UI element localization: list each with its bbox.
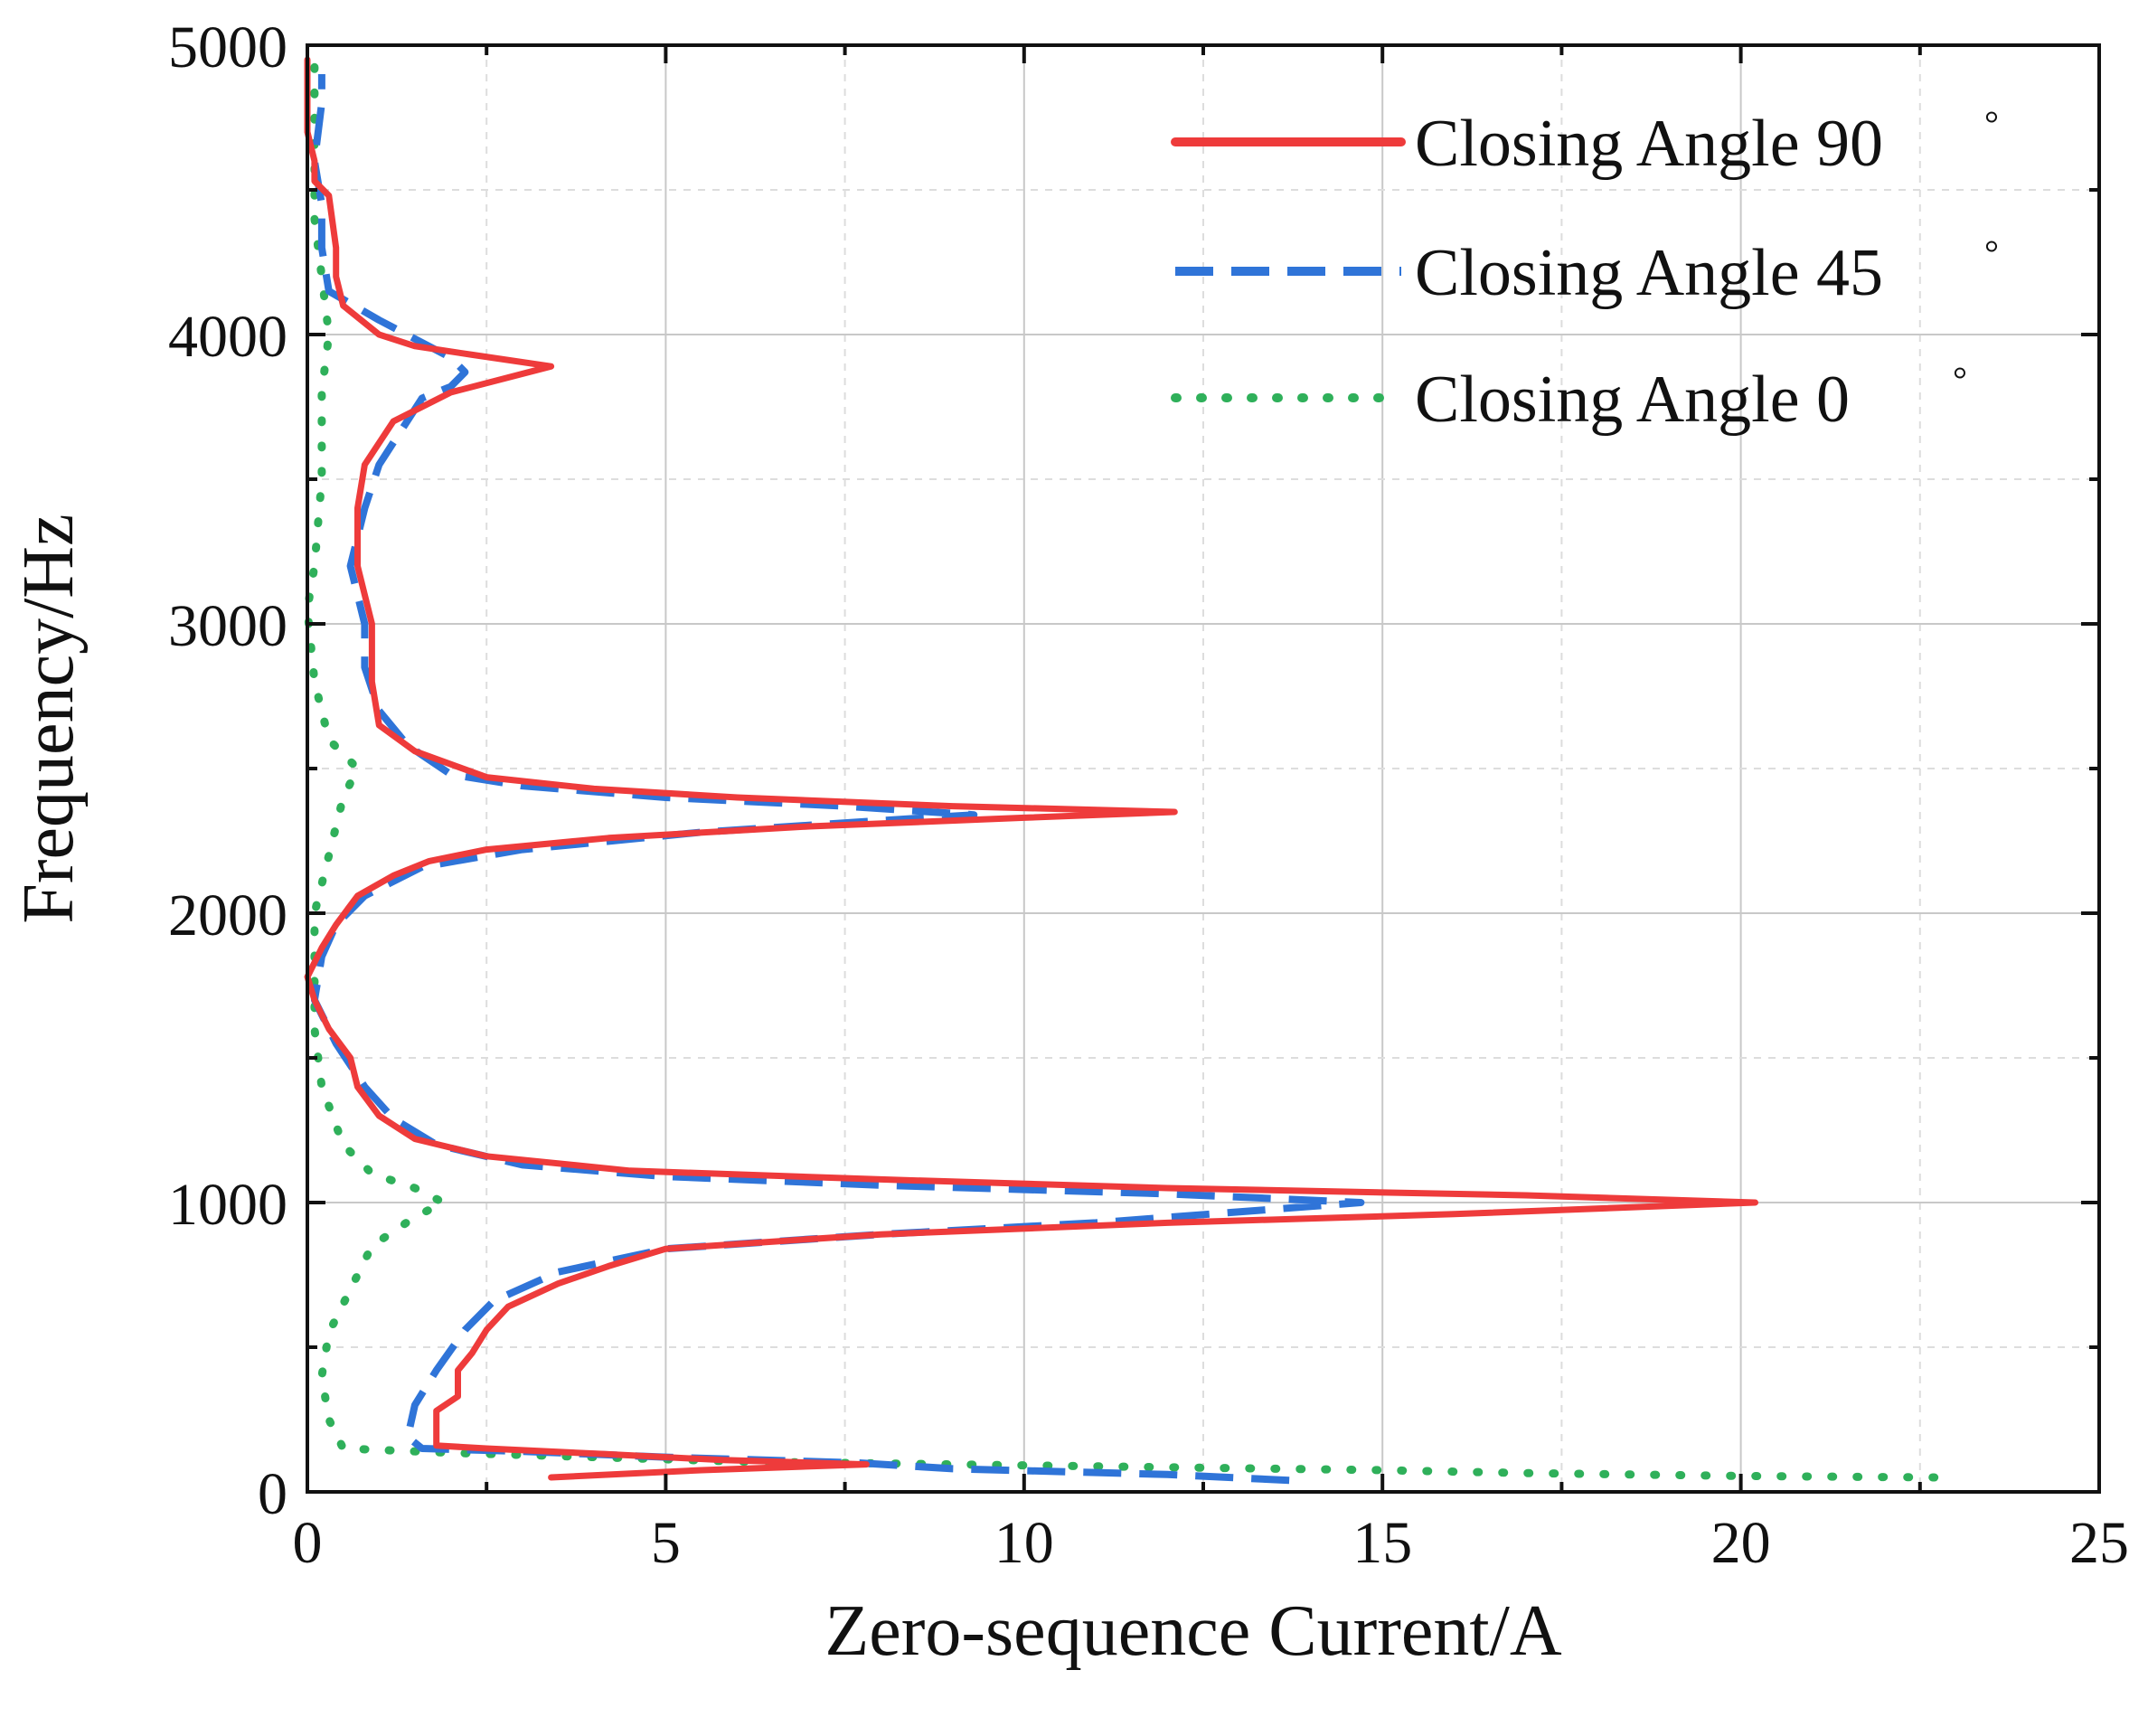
x-axis-title: Zero-sequence Current/A — [824, 1591, 1561, 1671]
y-tick-label: 2000 — [168, 882, 287, 948]
y-tick-label: 0 — [258, 1461, 287, 1527]
x-tick-label: 10 — [994, 1510, 1054, 1576]
axis-ticks — [306, 43, 2101, 1494]
y-axis-title: Frequency/Hz — [9, 514, 89, 923]
legend-label-0: Closing Angle 0 — [1415, 363, 1850, 437]
legend-degree-90: ° — [1984, 103, 1999, 144]
x-tick-label: 5 — [651, 1510, 681, 1576]
series-layer — [303, 55, 1939, 1485]
tick-labels: 0 5 10 15 20 25 0 1000 2000 3000 4000 5000 — [168, 14, 2129, 1576]
legend: Closing Angle 90 ° Closing Angle 45 ° Cl… — [1171, 103, 1999, 437]
legend-label-90: Closing Angle 90 — [1415, 107, 1883, 181]
y-tick-label: 5000 — [168, 14, 287, 80]
x-tick-label: 0 — [293, 1510, 323, 1576]
legend-degree-0: ° — [1953, 359, 1967, 400]
legend-label-45: Closing Angle 45 — [1415, 236, 1883, 310]
series-line-dashed — [310, 74, 1365, 1485]
y-tick-label: 4000 — [168, 304, 287, 370]
x-tick-label: 15 — [1352, 1510, 1412, 1576]
x-tick-label: 20 — [1711, 1510, 1771, 1576]
y-tick-label: 1000 — [168, 1172, 287, 1238]
y-tick-label: 3000 — [168, 593, 287, 659]
x-tick-label: 25 — [2069, 1510, 2129, 1576]
series-line-solid — [304, 56, 1758, 1481]
legend-degree-45: ° — [1984, 232, 1999, 273]
